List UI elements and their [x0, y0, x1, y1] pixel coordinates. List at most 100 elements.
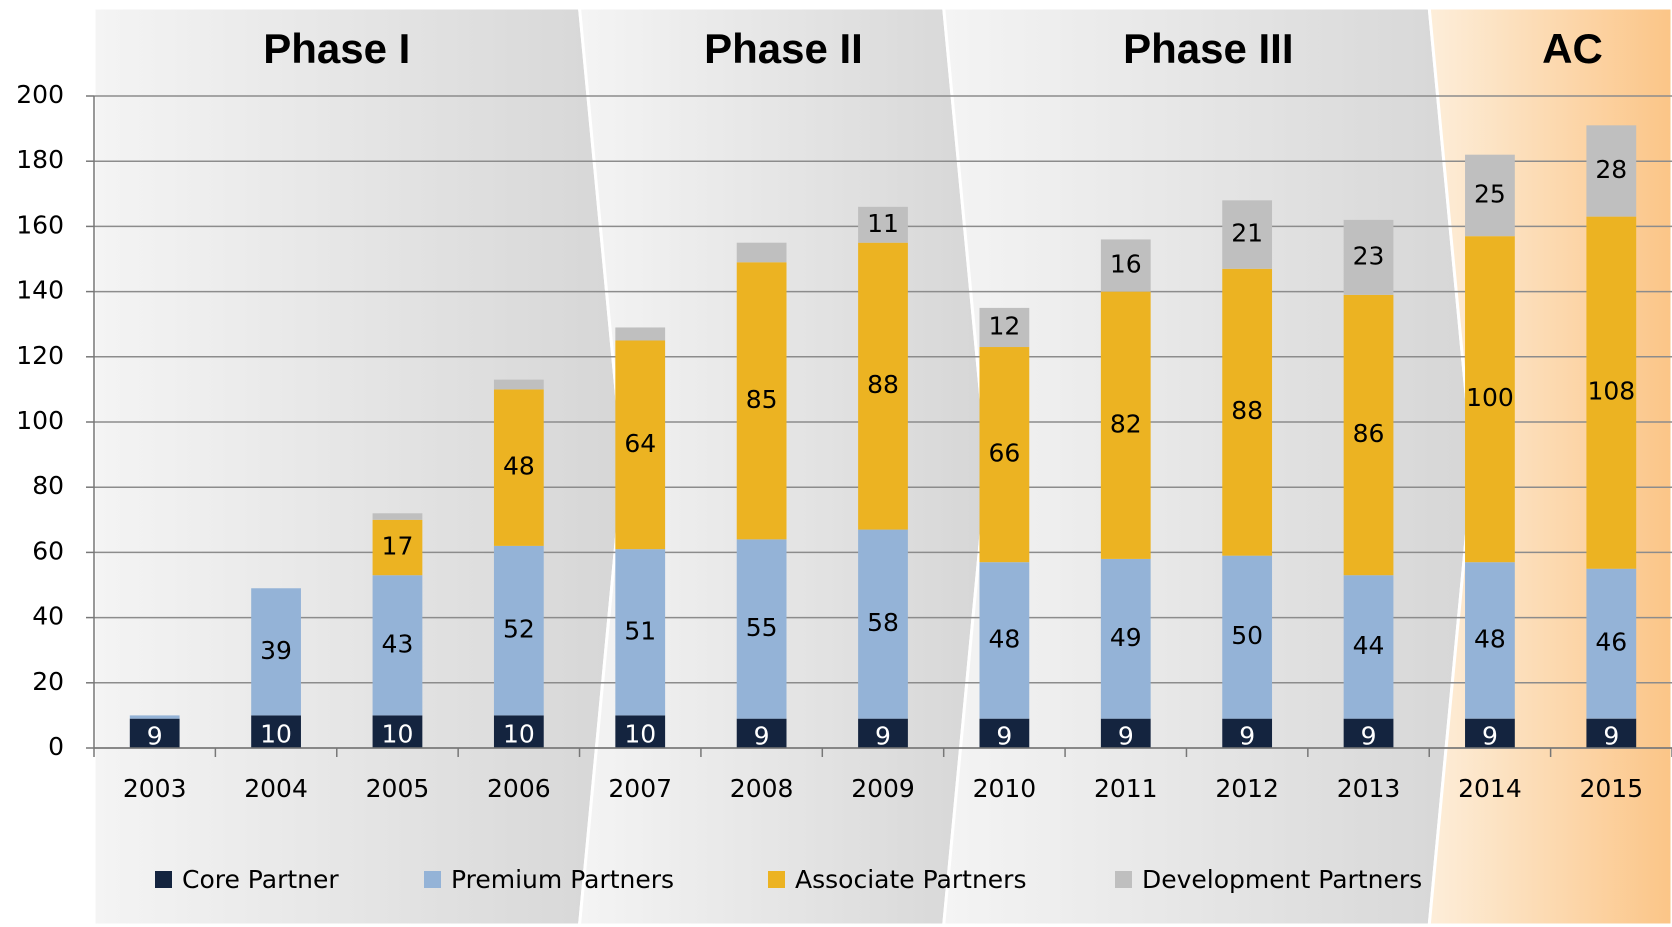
phase-title: Phase II — [704, 25, 863, 72]
x-tick-label: 2005 — [366, 774, 430, 803]
y-tick-label: 160 — [16, 210, 64, 239]
y-tick-label: 200 — [16, 80, 64, 109]
data-label: 25 — [1474, 179, 1506, 208]
legend-label: Associate Partners — [795, 865, 1026, 894]
data-label: 66 — [988, 439, 1020, 468]
bar-segment — [979, 347, 1030, 563]
bar-segment — [1586, 216, 1637, 569]
bar-segment — [979, 718, 1030, 748]
bar-segment — [372, 513, 423, 520]
bar-segment — [736, 718, 787, 748]
bar-segment — [858, 242, 908, 530]
data-label: 88 — [867, 370, 899, 399]
bar-segment — [736, 242, 787, 263]
bar-segment — [615, 549, 666, 716]
bar-segment — [1222, 200, 1273, 269]
data-label: 49 — [1110, 623, 1142, 652]
data-label: 48 — [503, 452, 535, 481]
y-tick-label: 100 — [16, 406, 64, 435]
bar-segment — [129, 715, 180, 719]
data-label: 46 — [1595, 628, 1627, 657]
data-label: 9 — [996, 721, 1012, 750]
data-label: 11 — [867, 209, 899, 238]
data-label: 10 — [624, 720, 656, 749]
bar-segment — [858, 206, 908, 243]
bar-segment — [1465, 562, 1515, 719]
y-tick-label: 180 — [16, 145, 64, 174]
data-label: 23 — [1353, 241, 1385, 270]
data-label: 16 — [1110, 250, 1142, 279]
bar-segment — [858, 718, 908, 748]
bar-segment — [858, 529, 908, 719]
bar-segment — [129, 718, 180, 748]
phase-title: Phase III — [1123, 25, 1293, 72]
bar-segment — [1343, 575, 1394, 719]
data-label: 10 — [260, 720, 292, 749]
legend-swatch — [768, 871, 785, 888]
data-label: 39 — [260, 636, 292, 665]
data-label: 17 — [382, 532, 414, 561]
legend-swatch — [155, 871, 172, 888]
bar-segment — [372, 519, 423, 576]
y-tick-label: 0 — [48, 732, 64, 761]
data-label: 9 — [1603, 721, 1619, 750]
y-tick-label: 20 — [32, 667, 64, 696]
data-label: 9 — [1482, 721, 1498, 750]
data-label: 44 — [1353, 631, 1385, 660]
y-tick-label: 60 — [32, 536, 64, 565]
data-label: 9 — [147, 721, 163, 750]
bar-segment — [736, 262, 787, 540]
y-tick-label: 40 — [32, 602, 64, 631]
bar-segment — [615, 715, 666, 748]
data-label: 9 — [1361, 721, 1377, 750]
x-tick-label: 2008 — [730, 774, 794, 803]
data-label: 86 — [1353, 419, 1385, 448]
data-label: 100 — [1466, 383, 1514, 412]
x-tick-label: 2015 — [1579, 774, 1643, 803]
bar-segment — [493, 545, 544, 716]
data-label: 10 — [503, 720, 535, 749]
bar-segment — [251, 588, 301, 716]
bar-segment — [736, 539, 787, 719]
phase-title: Phase I — [263, 25, 410, 72]
x-tick-label: 2009 — [851, 774, 915, 803]
data-label: 12 — [988, 311, 1020, 340]
data-label: 9 — [1239, 721, 1255, 750]
bar-segment — [493, 389, 544, 546]
x-tick-label: 2010 — [973, 774, 1037, 803]
bar-segment — [372, 575, 423, 716]
bar-segment — [493, 715, 544, 748]
bar-segment — [1100, 558, 1151, 719]
legend-swatch — [1115, 871, 1132, 888]
bar-segment — [1465, 718, 1515, 748]
data-label: 50 — [1231, 621, 1263, 650]
bar-segment — [251, 715, 301, 748]
bar-segment — [1586, 718, 1637, 748]
bar-segment — [1222, 555, 1273, 719]
legend-swatch — [424, 871, 441, 888]
bar-segment — [493, 379, 544, 390]
bar-segment — [1586, 568, 1637, 719]
bar-segment — [1465, 154, 1515, 237]
y-tick-label: 80 — [32, 471, 64, 500]
legend-label: Development Partners — [1142, 865, 1422, 894]
bar-segment — [1222, 268, 1273, 556]
bar-segment — [1465, 236, 1515, 563]
bar-segment — [1343, 718, 1394, 748]
bar-segment — [1343, 294, 1394, 576]
bar-segment — [1343, 219, 1394, 295]
data-label: 85 — [746, 385, 778, 414]
data-label: 58 — [867, 608, 899, 637]
x-tick-label: 2014 — [1458, 774, 1522, 803]
legend-label: Core Partner — [182, 865, 339, 894]
data-label: 52 — [503, 615, 535, 644]
y-tick-label: 140 — [16, 276, 64, 305]
y-tick-label: 120 — [16, 341, 64, 370]
x-tick-label: 2006 — [487, 774, 551, 803]
data-label: 64 — [624, 429, 656, 458]
bar-segment — [372, 715, 423, 748]
x-tick-label: 2013 — [1337, 774, 1401, 803]
bar-segment — [1586, 125, 1637, 217]
x-tick-label: 2003 — [123, 774, 187, 803]
